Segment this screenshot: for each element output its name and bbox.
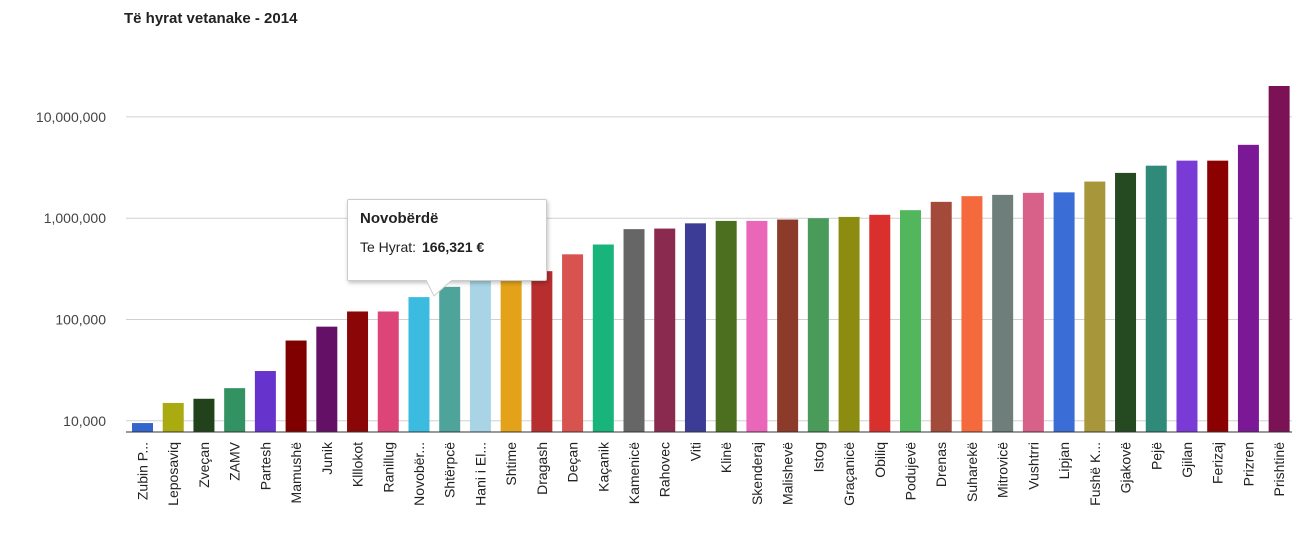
x-tick-label: Klinë [718,442,734,473]
bar[interactable] [408,297,430,432]
bar[interactable] [224,388,246,432]
x-tick-label: Ranillug [380,442,396,493]
tooltip-value: 166,321 € [422,239,485,255]
x-tick-label: Zveçan [196,442,212,488]
y-tick-label: 1,000,000 [44,210,106,226]
bar[interactable] [1237,144,1259,432]
x-tick-label: Junik [319,441,335,475]
bar[interactable] [869,214,891,432]
bar[interactable] [562,254,584,432]
x-tick-label: Skenderaj [749,442,765,505]
x-tick-label: Zubin P... [135,442,151,500]
bar[interactable] [654,228,676,432]
x-tick-label: Gjakovë [1118,442,1134,494]
x-tick-label: Dragash [534,442,550,495]
x-tick-label: Malishevë [780,442,796,505]
bar[interactable] [807,218,829,432]
tooltip-label: Te Hyrat: [360,239,417,255]
x-tick-label: Drenas [933,442,949,487]
y-axis-ticks: 10,000 100,000 1,000,000 10,000,000 [36,109,106,429]
bar[interactable] [1268,86,1290,432]
bar[interactable] [900,210,921,432]
x-tick-label: Mamushë [288,442,304,504]
x-tick-label: Prizren [1240,442,1256,486]
tooltip: Novobërdë Te Hyrat: 166,321 € [347,199,547,281]
x-tick-label: Deçan [565,442,581,482]
x-axis-ticks: Zubin P... Leposaviq Zveçan ZAMV Partesh Mamu… [135,441,1288,506]
x-tick-label: ZAMV [227,441,243,481]
x-tick-label: Kaçanik [595,441,611,492]
bar[interactable] [1115,172,1137,432]
bar[interactable] [316,326,338,432]
bar[interactable] [961,196,983,432]
x-tick-label: Fushë K... [1087,442,1103,506]
bars [132,86,1290,432]
bar[interactable] [1176,160,1198,432]
x-tick-label: Partesh [257,442,273,490]
tooltip-pointer [426,280,453,297]
bar[interactable] [592,244,614,432]
x-tick-label: Leposaviq [165,442,181,506]
x-tick-label: Mitrovicë [995,442,1011,498]
bar[interactable] [623,229,645,432]
x-tick-label: Shtime [503,442,519,486]
x-tick-label: Hani i El... [472,442,488,506]
tooltip-row: Te Hyrat: 166,321 € [360,239,534,255]
x-tick-label: Viti [687,442,703,461]
x-tick-label: Lipjan [1056,442,1072,479]
bar[interactable] [930,201,952,432]
x-tick-label: Gjilan [1179,442,1195,478]
x-tick-label: Ferizaj [1210,442,1226,484]
bar[interactable] [162,402,184,432]
bar[interactable] [285,340,307,432]
x-tick-label: Vushtrri [1025,442,1041,490]
bar[interactable] [500,271,522,432]
bar[interactable] [347,311,369,432]
x-tick-label: Rahovec [657,442,673,497]
x-tick-label: Novobër... [411,442,427,506]
bar[interactable] [469,277,491,432]
x-tick-label: Prishtinë [1271,442,1287,497]
bar[interactable] [531,271,553,432]
bar[interactable] [1207,160,1229,432]
y-tick-label: 10,000 [63,413,106,429]
bar[interactable] [1022,192,1044,432]
bar[interactable] [1145,165,1167,432]
bar[interactable] [377,311,399,432]
x-tick-label: Kamenicë [626,442,642,504]
bar[interactable] [715,220,737,432]
x-tick-label: Istog [810,442,826,472]
bar[interactable] [193,398,215,432]
x-tick-label: Suharekë [964,442,980,502]
x-tick-label: Obiliq [872,442,888,478]
bar[interactable] [992,194,1014,432]
x-tick-label: Klllokot [350,442,366,487]
y-tick-label: 10,000,000 [36,109,106,125]
bar[interactable] [1053,192,1075,432]
bar[interactable] [838,216,860,432]
bar[interactable] [746,220,768,432]
x-tick-label: Pejë [1148,442,1164,470]
tooltip-title: Novobërdë [360,210,439,227]
x-tick-label: Podujevë [903,442,919,501]
x-tick-label: Shtërpcë [442,442,458,498]
bar[interactable] [684,223,706,432]
bar[interactable] [254,371,276,432]
bar[interactable] [132,423,153,432]
chart-title: Të hyrat vetanake - 2014 [124,10,298,27]
bar[interactable] [439,286,461,432]
bar[interactable] [777,219,799,432]
bar[interactable] [1084,181,1106,432]
y-tick-label: 100,000 [55,312,106,328]
x-tick-label: Graçanicë [841,442,857,506]
